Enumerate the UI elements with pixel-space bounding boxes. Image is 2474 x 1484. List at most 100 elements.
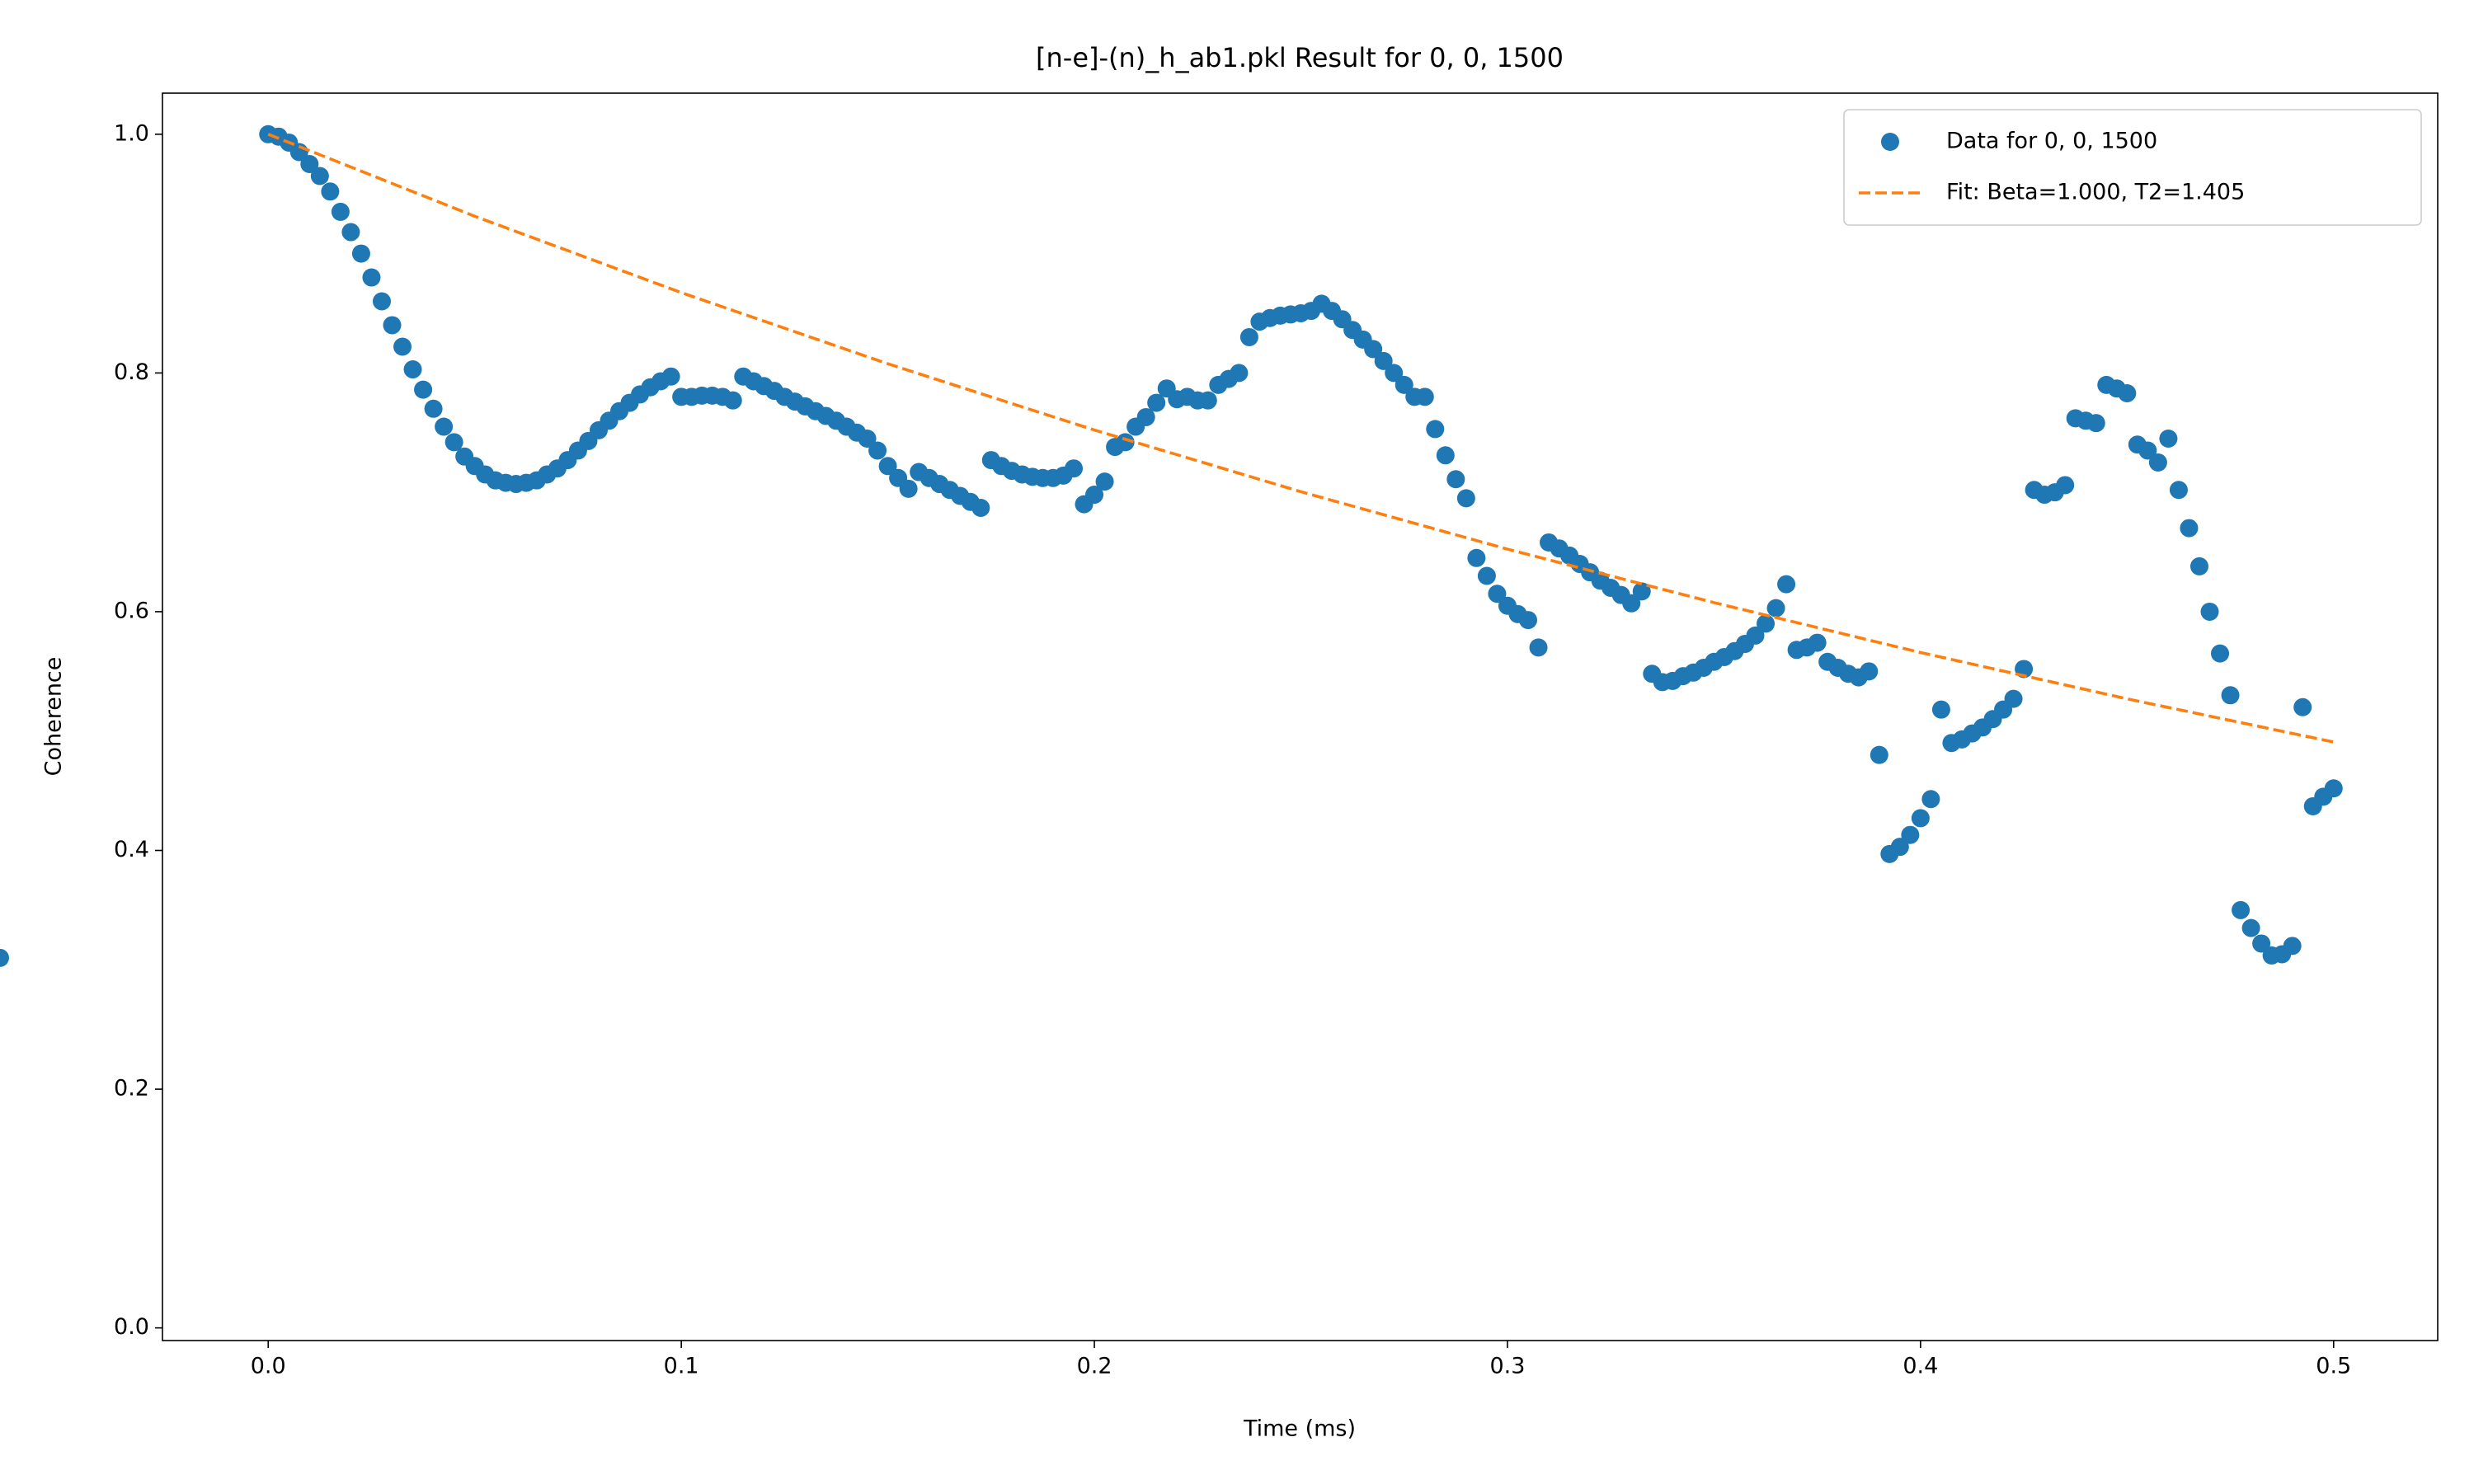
x-tick-label: 0.0 [251, 1354, 286, 1379]
data-point [1808, 633, 1827, 652]
data-point [2252, 934, 2271, 953]
data-point [403, 360, 422, 379]
data-point [1065, 459, 1084, 478]
data-point [1395, 375, 1413, 394]
data-point [362, 268, 381, 287]
y-tick-label: 0.8 [114, 359, 149, 385]
data-point [1415, 387, 1434, 406]
data-point [1519, 611, 1538, 630]
data-point [2159, 430, 2178, 448]
data-point [2241, 918, 2260, 937]
data-point [310, 167, 329, 186]
data-point [1931, 700, 1950, 719]
data-point [2293, 697, 2312, 716]
x-axis-label: Time (ms) [1243, 1416, 1356, 1442]
plot-frame [162, 92, 2439, 1341]
data-point [2283, 937, 2302, 956]
data-point [1766, 599, 1785, 618]
data-point [1632, 582, 1651, 601]
data-point [444, 433, 463, 452]
data-point [393, 337, 412, 356]
data-point [2189, 556, 2208, 575]
data-point [2138, 441, 2157, 460]
data-point [1757, 614, 1776, 633]
data-point [321, 182, 340, 201]
data-point [1467, 548, 1486, 567]
y-tick-label: 0.0 [114, 1314, 149, 1340]
y-tick-label: 0.4 [114, 837, 149, 862]
data-point [1746, 626, 1765, 645]
data-point [1529, 638, 1548, 657]
y-tick-label: 1.0 [114, 120, 149, 146]
data-point [1890, 838, 1909, 857]
data-point [1136, 407, 1155, 426]
data-point [1085, 486, 1104, 505]
data-point [424, 399, 443, 418]
data-point [1385, 364, 1404, 383]
data-point [1488, 585, 1507, 603]
data-point [723, 391, 742, 410]
data-point [1456, 489, 1475, 508]
data-point [2118, 383, 2137, 402]
data-point [868, 441, 887, 460]
data-point [2169, 481, 2188, 500]
data-point [1860, 662, 1879, 681]
data-point [858, 430, 877, 448]
data-point [2324, 779, 2343, 798]
data-point [661, 367, 680, 386]
data-point [331, 202, 350, 221]
data-point [414, 380, 433, 399]
data-point [2148, 453, 2167, 472]
data-point [1198, 391, 1217, 410]
data-point [351, 244, 370, 263]
fit-line [267, 133, 2335, 744]
data-point [2180, 519, 2199, 538]
data-point [2232, 900, 2251, 919]
data-point [2086, 414, 2105, 433]
legend-label: Fit: Beta=1.000, T2=1.405 [1946, 180, 2245, 205]
x-tick-label: 0.4 [1903, 1354, 1938, 1379]
data-point [1116, 433, 1135, 452]
data-point [1901, 825, 1920, 844]
data-point [1477, 566, 1496, 585]
legend-marker [1881, 133, 1899, 151]
data-point [1777, 575, 1796, 594]
legend: Data for 0, 0, 1500 Fit: Beta=1.000, T2=1… [1843, 109, 2422, 226]
data-point [1239, 327, 1258, 346]
data-point [1426, 420, 1445, 439]
data-point [2200, 602, 2219, 621]
data-point [383, 316, 402, 335]
data-point [1911, 809, 1930, 828]
data-point [2004, 689, 2023, 708]
data-point [1147, 393, 1166, 412]
data-point [1870, 745, 1888, 764]
y-tick-label: 0.2 [114, 1076, 149, 1101]
data-point [878, 457, 897, 476]
x-tick-label: 0.3 [1489, 1354, 1525, 1379]
x-tick-label: 0.1 [664, 1354, 699, 1379]
y-axis-label: Coherence [41, 657, 67, 777]
data-point [300, 155, 319, 174]
data-point [0, 948, 9, 967]
data-point [1364, 340, 1383, 359]
data-point [1436, 446, 1455, 465]
data-point [372, 292, 391, 311]
data-point [971, 498, 990, 517]
y-tick-label: 0.6 [114, 598, 149, 623]
chart-title: [n-e]-(n)_h_ab1.pkl Result for 0, 0, 150… [1036, 42, 1564, 73]
data-point [2221, 686, 2240, 705]
legend-label: Data for 0, 0, 1500 [1946, 129, 2157, 154]
data-point [1622, 594, 1641, 613]
x-tick-label: 0.5 [2316, 1354, 2351, 1379]
data-point [1374, 351, 1393, 370]
data-point [1230, 364, 1249, 383]
data-point [2211, 644, 2230, 663]
x-tick-label: 0.2 [1077, 1354, 1112, 1379]
data-point [435, 417, 454, 436]
data-point [1095, 472, 1114, 491]
data-point [2056, 476, 2075, 495]
data-point [1446, 470, 1465, 489]
data-point [341, 223, 360, 242]
